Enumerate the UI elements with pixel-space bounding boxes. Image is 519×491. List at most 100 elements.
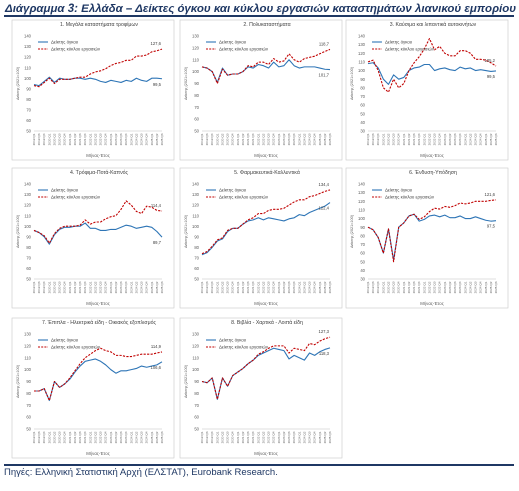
- x-tick-label: 2022 Q1: [422, 133, 426, 145]
- x-tick-label: 2024 Q2: [468, 281, 472, 293]
- x-tick-label: 2023 Q1: [277, 133, 281, 145]
- x-tick-label: 2020 Q3: [58, 281, 62, 293]
- x-tick-label: 2025 Q3: [494, 281, 498, 293]
- title-rule: [4, 15, 514, 17]
- legend-label: Δείκτης κύκλου εργασιών: [219, 195, 269, 200]
- x-tick-label: 2020 Q2: [220, 133, 224, 145]
- x-tick-label: 2025 Q1: [150, 431, 154, 443]
- x-tick-label: 2023 Q4: [124, 281, 128, 293]
- y-tick-label: 60: [194, 117, 199, 122]
- series-turnover-line: [201, 48, 331, 85]
- x-tick-label: 2021 Q4: [83, 431, 87, 443]
- y-tick-label: 60: [194, 415, 199, 420]
- x-tick-label: 2024 Q2: [134, 281, 138, 293]
- y-tick-label: 80: [26, 391, 31, 396]
- x-tick-label: 2024 Q4: [479, 133, 483, 145]
- end-value-volume: 122,4: [319, 206, 330, 211]
- x-tick-label: 2023 Q4: [458, 133, 462, 145]
- y-tick-label: 80: [26, 97, 31, 102]
- x-tick-label: 2023 Q2: [114, 281, 118, 293]
- y-tick-label: 140: [24, 182, 32, 187]
- x-tick-label: 2025 Q1: [150, 281, 154, 293]
- y-tick-label: 50: [194, 129, 199, 134]
- y-axis-label: Δείκτης (2021=100): [184, 364, 188, 398]
- end-value-turnover: 121,6: [485, 192, 496, 197]
- y-tick-label: 80: [194, 93, 199, 98]
- x-tick-label: 2021 Q2: [407, 133, 411, 145]
- x-tick-label: 2023 Q1: [109, 431, 113, 443]
- y-tick-label: 50: [26, 129, 31, 134]
- y-tick-label: 100: [192, 224, 200, 229]
- end-value-volume: 106,6: [151, 365, 162, 370]
- x-tick-label: 2023 Q1: [443, 281, 447, 293]
- y-tick-label: 130: [24, 192, 32, 197]
- chart-panel-5: 5. Φαρμακευτικά-Καλλυντικά 50 60 70 80 90 100 1…: [179, 167, 343, 309]
- y-tick-label: 70: [194, 255, 199, 260]
- y-tick-label: 80: [194, 391, 199, 396]
- x-tick-label: 2020 Q3: [226, 133, 230, 145]
- x-tick-label: 2021 Q2: [241, 133, 245, 145]
- x-tick-label: 2020 Q1: [381, 133, 385, 145]
- source-note: Πηγές: Ελληνική Στατιστική Αρχή (ΕΛΣΤΑΤ)…: [4, 467, 278, 478]
- series-volume-line: [367, 62, 497, 85]
- series-volume-line: [34, 358, 163, 402]
- x-tick-label: 2020 Q3: [226, 431, 230, 443]
- legend-label: Δείκτης όγκου: [51, 188, 79, 193]
- x-tick-label: 2019 Q3: [37, 431, 41, 443]
- y-tick-label: 110: [24, 65, 31, 70]
- legend-label: Δείκτης όγκου: [385, 40, 413, 45]
- y-tick-label: 100: [24, 224, 32, 229]
- x-tick-label: 2022 Q1: [256, 431, 260, 443]
- x-tick-label: 2023 Q4: [124, 431, 128, 443]
- x-tick-label: 2021 Q3: [78, 431, 82, 443]
- x-tick-label: 2024 Q1: [129, 133, 133, 145]
- chart-title: 2. Πολυκαταστήματα: [243, 21, 290, 28]
- legend-label: Δείκτης κύκλου εργασιών: [51, 345, 101, 350]
- x-tick-label: 2020 Q2: [52, 431, 56, 443]
- x-tick-label: 2019 Q4: [210, 431, 214, 443]
- x-tick-label: 2022 Q4: [104, 431, 108, 443]
- x-tick-label: 2023 Q3: [119, 281, 123, 293]
- x-tick-label: 2024 Q4: [479, 281, 483, 293]
- x-tick-label: 2022 Q1: [88, 133, 92, 145]
- x-tick-label: 2020 Q2: [386, 281, 390, 293]
- end-value-turnover: 118,7: [319, 41, 330, 46]
- x-tick-label: 2021 Q4: [417, 133, 421, 145]
- x-tick-label: 2022 Q3: [433, 133, 437, 145]
- x-axis-label: Μήνας-Έτος: [86, 301, 110, 306]
- x-tick-label: 2021 Q2: [73, 281, 77, 293]
- x-tick-label: 2025 Q3: [328, 133, 332, 145]
- x-tick-label: 2025 Q2: [155, 281, 159, 293]
- x-tick-label: 2022 Q3: [99, 281, 103, 293]
- x-tick-label: 2019 Q1: [32, 431, 36, 443]
- y-tick-label: 90: [26, 86, 31, 91]
- y-tick-label: 30: [360, 277, 365, 282]
- x-tick-label: 2023 Q2: [114, 431, 118, 443]
- x-tick-label: 2025 Q2: [155, 133, 159, 145]
- y-tick-label: 110: [192, 57, 199, 62]
- x-tick-label: 2019 Q3: [371, 281, 375, 293]
- chart-frame: [179, 317, 343, 459]
- x-tick-label: 2020 Q1: [47, 133, 51, 145]
- y-axis-label: Δείκτης (2021=100): [184, 66, 188, 100]
- x-tick-label: 2023 Q2: [448, 281, 452, 293]
- x-tick-label: 2024 Q3: [140, 431, 144, 443]
- x-axis-label: Μήνας-Έτος: [420, 153, 444, 158]
- x-tick-label: 2023 Q1: [443, 133, 447, 145]
- y-tick-label: 50: [194, 277, 199, 282]
- legend-label: Δείκτης κύκλου εργασιών: [385, 47, 435, 52]
- x-tick-label: 2020 Q2: [220, 431, 224, 443]
- x-tick-label: 2024 Q3: [474, 281, 478, 293]
- x-tick-label: 2024 Q1: [129, 431, 133, 443]
- y-tick-label: 70: [360, 94, 365, 99]
- x-tick-label: 2025 Q2: [323, 133, 327, 145]
- end-value-turnover: 127,3: [319, 329, 330, 334]
- x-tick-label: 2021 Q3: [78, 133, 82, 145]
- x-tick-label: 2020 Q1: [215, 281, 219, 293]
- y-tick-label: 60: [360, 103, 365, 108]
- x-tick-label: 2021 Q4: [251, 281, 255, 293]
- end-value-turnover: 114,4: [151, 203, 162, 208]
- chart-title: 8. Βιβλία - Χαρτικά - Λοιπά είδη: [231, 319, 303, 326]
- x-tick-label: 2021 Q1: [236, 133, 240, 145]
- x-axis-label: Μήνας-Έτος: [254, 301, 278, 306]
